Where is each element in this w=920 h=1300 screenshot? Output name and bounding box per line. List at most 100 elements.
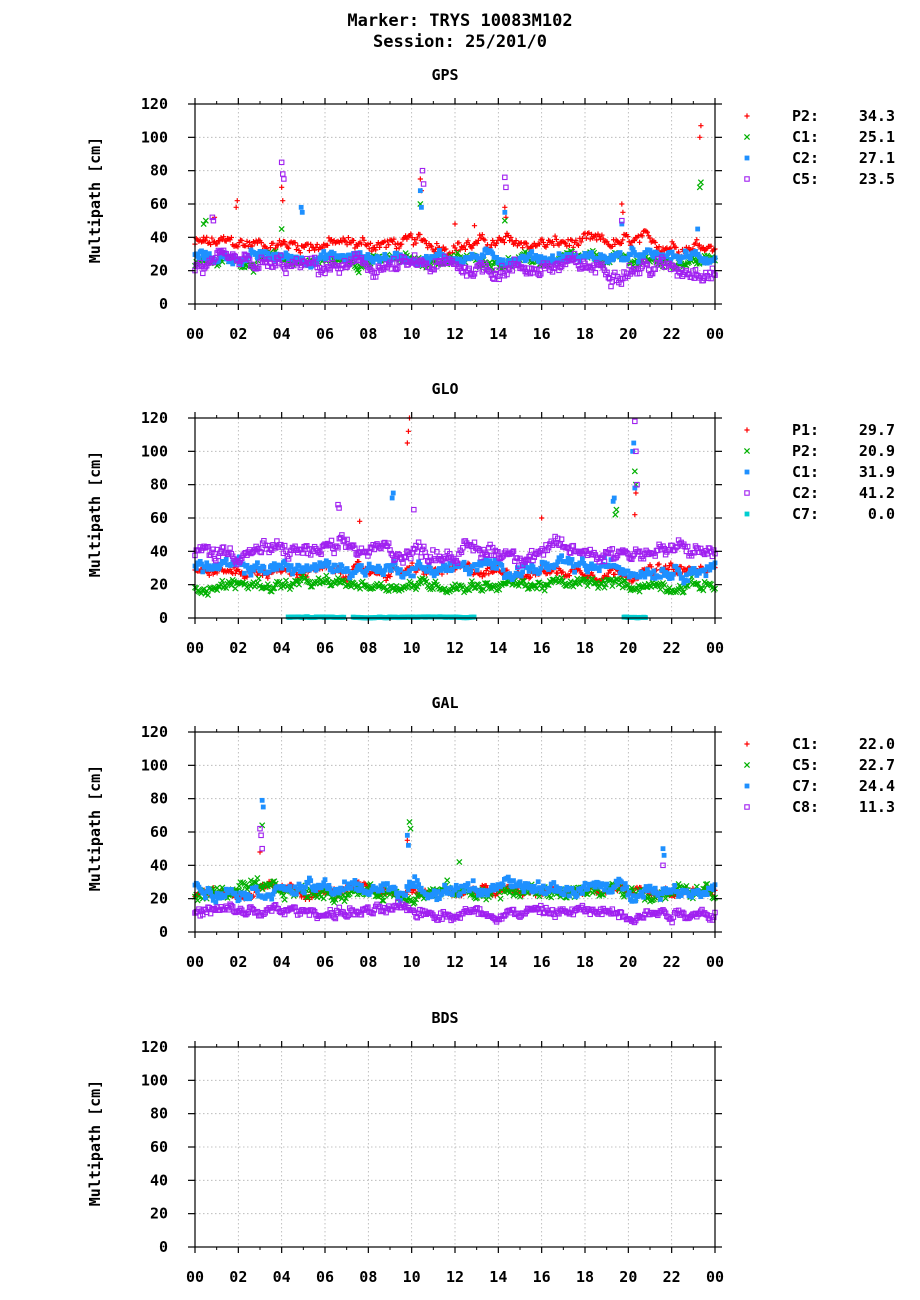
data-point (485, 892, 490, 898)
data-point (592, 232, 598, 238)
data-point (494, 565, 499, 571)
data-point (482, 237, 488, 243)
data-point (392, 886, 398, 891)
data-point (633, 898, 639, 904)
data-point (432, 578, 439, 585)
data-point (609, 889, 615, 895)
data-point (693, 570, 698, 575)
data-point (314, 566, 320, 572)
data-point (486, 571, 492, 577)
spike-point (406, 842, 411, 848)
data-point (212, 894, 217, 900)
spike-point (417, 176, 423, 182)
data-point (377, 887, 382, 893)
legend-value: 20.9 (859, 442, 895, 460)
data-point (673, 544, 679, 551)
data-point (330, 569, 336, 575)
data-point (500, 257, 506, 263)
data-point (460, 269, 466, 276)
data-point (676, 894, 681, 899)
figure-title-line1: Marker: TRYS 10083M102 (347, 11, 572, 31)
data-point (361, 237, 367, 243)
data-point (607, 887, 613, 893)
data-point (676, 256, 681, 261)
data-point (571, 250, 578, 257)
data-point (654, 890, 659, 896)
data-point (322, 256, 328, 262)
data-point (405, 887, 411, 893)
data-point (483, 551, 489, 558)
data-point (400, 254, 406, 259)
data-point (648, 564, 654, 570)
spike-point (259, 822, 266, 829)
data-point (400, 574, 406, 580)
data-point (248, 572, 254, 578)
data-point (500, 237, 506, 243)
figure-title-line2: Session: 25/201/0 (373, 32, 547, 52)
data-point (243, 243, 249, 249)
data-point (407, 568, 412, 574)
data-point (204, 591, 212, 599)
data-point (710, 271, 717, 277)
data-point (305, 880, 311, 886)
data-point (487, 558, 493, 564)
data-point (392, 241, 398, 247)
data-point (566, 549, 573, 556)
data-point (645, 567, 650, 573)
spike-point (335, 501, 341, 508)
data-point (305, 894, 312, 901)
data-point (673, 244, 679, 251)
data-point (520, 569, 525, 575)
data-point (542, 255, 548, 261)
data-point (247, 877, 254, 884)
data-point (569, 885, 575, 891)
data-point (652, 553, 658, 559)
data-point (618, 281, 625, 287)
data-point (253, 884, 259, 890)
data-point (359, 882, 364, 888)
data-point (322, 560, 328, 566)
data-point (255, 265, 262, 271)
data-point (578, 239, 584, 245)
data-point (524, 256, 529, 262)
data-point (359, 578, 366, 585)
data-point (213, 899, 219, 905)
data-point (504, 571, 510, 577)
data-point (244, 238, 250, 244)
x-tick-label: 06 (316, 325, 334, 343)
data-point (232, 585, 239, 592)
data-point (331, 251, 337, 256)
data-point (392, 556, 398, 562)
data-point (386, 563, 392, 568)
spike-point (619, 221, 625, 227)
data-point (414, 562, 420, 568)
data-point (405, 571, 411, 577)
data-point (694, 237, 700, 243)
data-point (297, 569, 303, 574)
data-point (300, 568, 306, 574)
data-point (206, 251, 212, 257)
data-point (203, 895, 208, 901)
data-point (504, 261, 510, 267)
data-point (209, 235, 215, 241)
data-point (395, 265, 401, 271)
data-point (590, 566, 596, 572)
data-point (525, 881, 531, 887)
data-point (268, 892, 273, 898)
data-point (460, 883, 466, 889)
data-point (706, 565, 711, 570)
data-point (648, 570, 654, 576)
panel-title: GLO (431, 380, 458, 398)
legend-marker (744, 469, 750, 475)
data-point (314, 885, 320, 891)
data-point (209, 893, 215, 899)
data-point (454, 560, 461, 566)
spike-point (420, 181, 427, 187)
data-point (253, 564, 259, 570)
data-point (279, 565, 285, 571)
data-point (450, 566, 455, 572)
spike-point (697, 179, 704, 186)
x-tick-label: 04 (273, 639, 291, 657)
data-point (539, 236, 545, 242)
